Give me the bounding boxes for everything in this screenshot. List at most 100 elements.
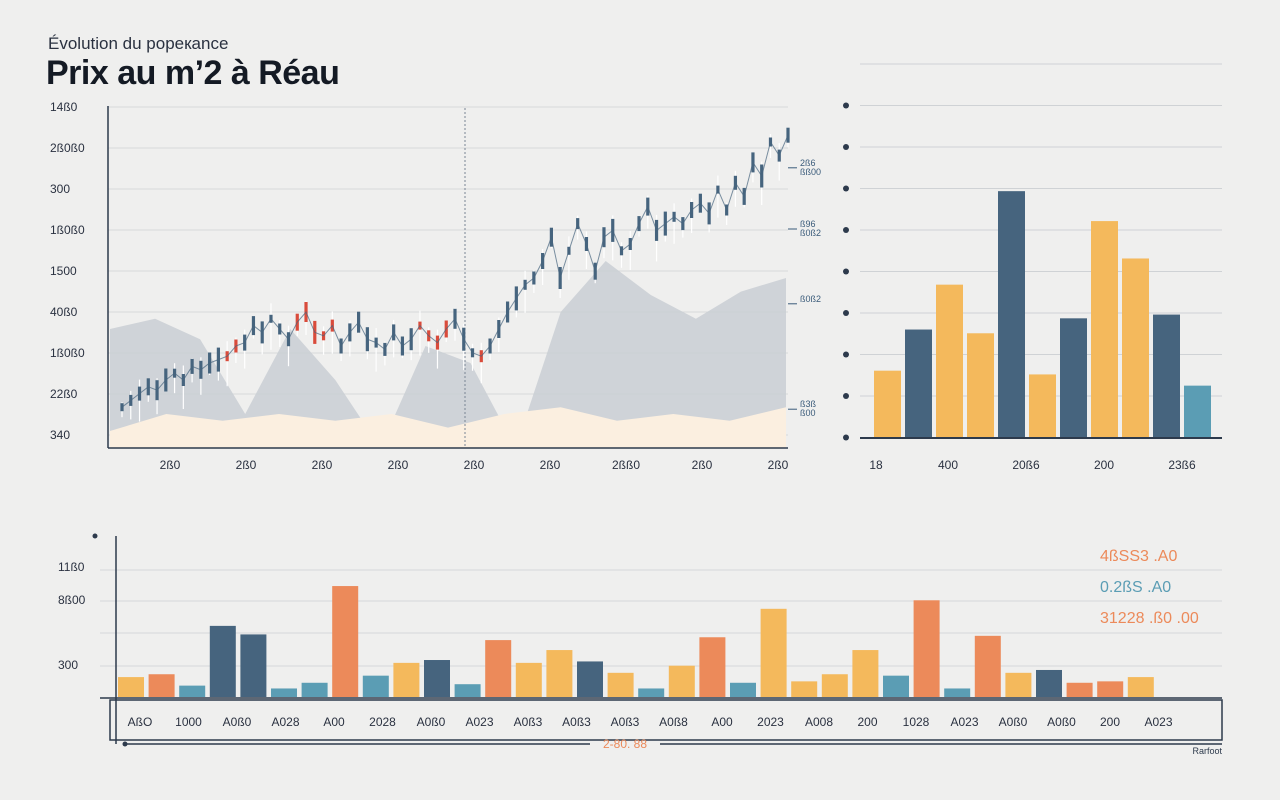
bottom-bar <box>821 674 848 697</box>
bottom-bar-legend-item: 4ßSS3 .A0 <box>1100 548 1177 565</box>
bottom-bar <box>118 677 144 697</box>
right-bar-x-tick: 20ß6 <box>1012 458 1040 472</box>
bottom-bar-x-tick: AßO <box>128 715 153 729</box>
bottom-axis-start-dot <box>92 533 98 539</box>
bottom-bar <box>271 688 297 697</box>
bottom-bar-x-tick: A0ß0 <box>999 715 1028 729</box>
right-bar-y-marker <box>843 393 849 399</box>
right-bar-y-marker <box>843 227 849 233</box>
bottom-bar <box>1036 669 1062 697</box>
bottom-bar-x-tick: A008 <box>805 715 833 729</box>
line-chart-right-label: ß3ß <box>800 399 817 409</box>
bottom-bar-x-tick: 2023 <box>757 715 784 729</box>
bottom-bar-x-tick: A0ß0 <box>223 715 252 729</box>
bottom-bar-x-tick: A0ß3 <box>611 715 640 729</box>
right-bar-series <box>874 191 1211 438</box>
line-chart-x-tick-labels: 2ß0 2ß0 2ß0 2ß0 2ß0 2ß0 2ßß0 2ß0 2ß0 <box>160 458 789 472</box>
bottom-bar <box>515 662 542 697</box>
bottom-bar-y-tick-labels: 11ß0 8ß00 300 <box>58 560 86 672</box>
bottom-bar-x-tick: 1028 <box>903 715 930 729</box>
bottom-bar <box>179 685 206 697</box>
bottom-bar <box>883 675 909 697</box>
line-chart-y-tick: 1ß0ß0 <box>50 223 85 237</box>
bottom-bar <box>332 586 359 697</box>
bottom-bar-y-tick: 11ß0 <box>58 560 85 574</box>
bottom-bar <box>638 688 665 697</box>
line-chart-x-tick: 2ßß0 <box>612 458 640 472</box>
price-line <box>121 135 789 408</box>
line-chart-x-tick: 2ß0 <box>160 458 181 472</box>
right-bar-y-marker <box>843 102 849 109</box>
bottom-bar <box>913 600 940 697</box>
bottom-bar-x-tick: A023 <box>950 715 978 729</box>
bottom-bar-x-tick: A00 <box>323 715 345 729</box>
bottom-bar <box>577 661 603 697</box>
line-chart-x-tick: 2ß0 <box>540 458 561 472</box>
line-chart-y-tick: 14ß0 <box>50 100 78 114</box>
bottom-bar <box>301 682 328 697</box>
bottom-bar-x-tick: 200 <box>857 715 877 729</box>
bottom-bar <box>944 688 971 697</box>
right-bar-y-marker <box>843 310 849 316</box>
line-chart-right-label: ß0ß2 <box>800 228 821 238</box>
bottom-bar-x-tick: A00 <box>711 715 733 729</box>
right-bar-chart: 18 400 20ß6 200 23ß6 <box>843 63 1222 472</box>
chart-title: Prix au m’2 à Réau <box>46 54 340 92</box>
right-bar-x-tick: 200 <box>1094 458 1114 472</box>
right-bar-y-marker <box>843 434 849 441</box>
right-bar <box>1029 374 1056 438</box>
bottom-bar <box>974 635 1001 697</box>
bottom-bar <box>148 674 175 697</box>
line-chart-right-label: ß00 <box>800 408 816 418</box>
bottom-bar-legend-item: 0.2ßS .A0 <box>1100 579 1171 596</box>
right-bar-y-marker <box>843 185 849 192</box>
line-chart-x-tick: 2ß0 <box>312 458 333 472</box>
right-bar <box>1122 258 1149 438</box>
right-bar <box>905 329 932 438</box>
right-bar <box>874 370 901 438</box>
bottom-bar <box>760 608 787 697</box>
bottom-bar <box>791 681 818 697</box>
line-chart: 14ß0 2ß0ß0 300 1ß0ß0 1500 40ß0 1ß0ß0 22ß0 340 2ß… <box>50 100 821 472</box>
right-bar <box>1153 314 1180 438</box>
bottom-corner-label: Rarfoot <box>1192 746 1222 756</box>
bottom-bar-x-tick: A0ß0 <box>417 715 446 729</box>
bottom-bar-x-tick: 1000 <box>175 715 202 729</box>
bottom-bar <box>1005 672 1032 697</box>
bottom-bar <box>424 660 450 697</box>
line-chart-right-label: ß96 <box>800 219 816 229</box>
bottom-bar <box>730 682 756 697</box>
bottom-bar <box>1127 677 1154 697</box>
cream-area-series <box>110 407 786 448</box>
right-bar <box>998 191 1025 438</box>
bottom-bar <box>1066 682 1093 697</box>
gray-area-series <box>110 135 786 448</box>
bottom-bar-x-tick: A0ß3 <box>562 715 591 729</box>
bottom-bar-legend: 4ßSS3 .A0 0.2ßS .A0 31228 .ß0 .00 <box>1100 548 1199 627</box>
right-bar <box>1060 318 1087 438</box>
bottom-bar-chart: 2-80. 88 Rarfoot 11ß0 8ß00 300 AßO 1000 A0ß0… <box>58 533 1223 756</box>
right-bar <box>1184 385 1211 438</box>
right-bar-x-tick: 18 <box>869 458 883 472</box>
bottom-bar <box>362 675 389 697</box>
bottom-bar-x-tick: A023 <box>1144 715 1172 729</box>
right-bar-x-tick-labels: 18 400 20ß6 200 23ß6 <box>869 458 1196 472</box>
bottom-bar <box>1097 681 1124 697</box>
line-chart-y-tick: 40ß0 <box>50 305 78 319</box>
right-bar <box>1091 221 1118 438</box>
line-chart-y-tick: 22ß0 <box>50 387 78 401</box>
line-chart-y-tick: 300 <box>50 182 70 196</box>
line-chart-right-label: 2ß6 <box>800 158 816 168</box>
bottom-bar <box>607 672 634 697</box>
bottom-bar-x-tick: A023 <box>465 715 493 729</box>
bottom-bar <box>668 665 695 697</box>
bottom-bar-x-tick: 2028 <box>369 715 396 729</box>
line-chart-y-tick: 1500 <box>50 264 77 278</box>
bottom-bar-x-tick: A0ß8 <box>659 715 688 729</box>
right-bar-y-marker <box>843 351 849 358</box>
line-chart-right-label: ßß00 <box>800 167 821 177</box>
right-bar-x-tick: 400 <box>938 458 958 472</box>
right-bar <box>936 284 963 438</box>
